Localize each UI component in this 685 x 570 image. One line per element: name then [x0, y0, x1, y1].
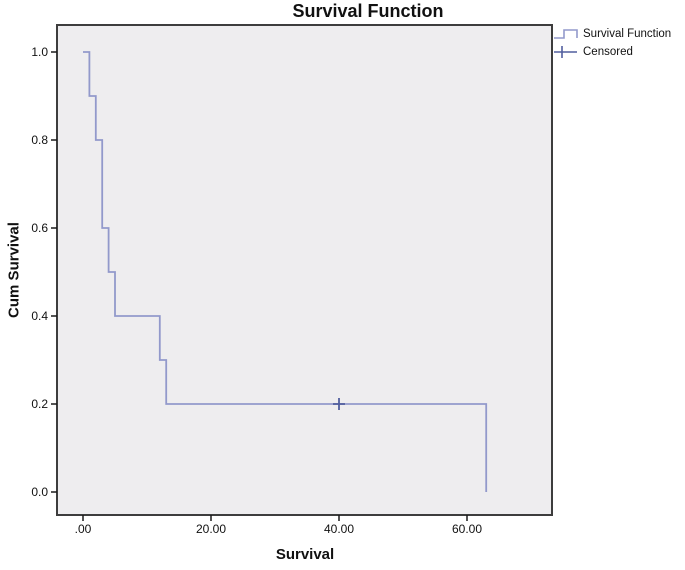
- legend-item-survival-function: Survival Function: [553, 25, 671, 42]
- survival-step-curve: [83, 51, 488, 492]
- chart-title: Survival Function: [292, 1, 444, 21]
- x-axis-label: Survival: [275, 546, 335, 563]
- x-tick-label: .00: [74, 522, 92, 536]
- y-tick-label: 0.4: [31, 309, 48, 323]
- plus-marker-icon: [553, 44, 583, 60]
- y-tick-label: 0.2: [31, 397, 48, 411]
- y-axis-label: Cum Survival: [5, 222, 23, 318]
- y-tick-label: 0.0: [31, 485, 48, 499]
- legend-item-censored: Censored: [553, 43, 671, 60]
- y-tick-label: 0.6: [31, 221, 48, 235]
- censored-plus-marker: [333, 398, 345, 410]
- x-tick-label: 20.00: [195, 522, 227, 536]
- x-tick-label: 60.00: [451, 522, 483, 536]
- plot-area: [56, 24, 553, 516]
- step-line-icon: [553, 26, 583, 42]
- x-tick-label: 40.00: [323, 522, 355, 536]
- legend: Survival Function Censored: [553, 25, 671, 60]
- y-tick-label: 1.0: [31, 45, 48, 59]
- y-tick-label: 0.8: [31, 133, 48, 147]
- legend-label-censored: Censored: [583, 45, 633, 58]
- legend-label-survival-function: Survival Function: [583, 27, 672, 40]
